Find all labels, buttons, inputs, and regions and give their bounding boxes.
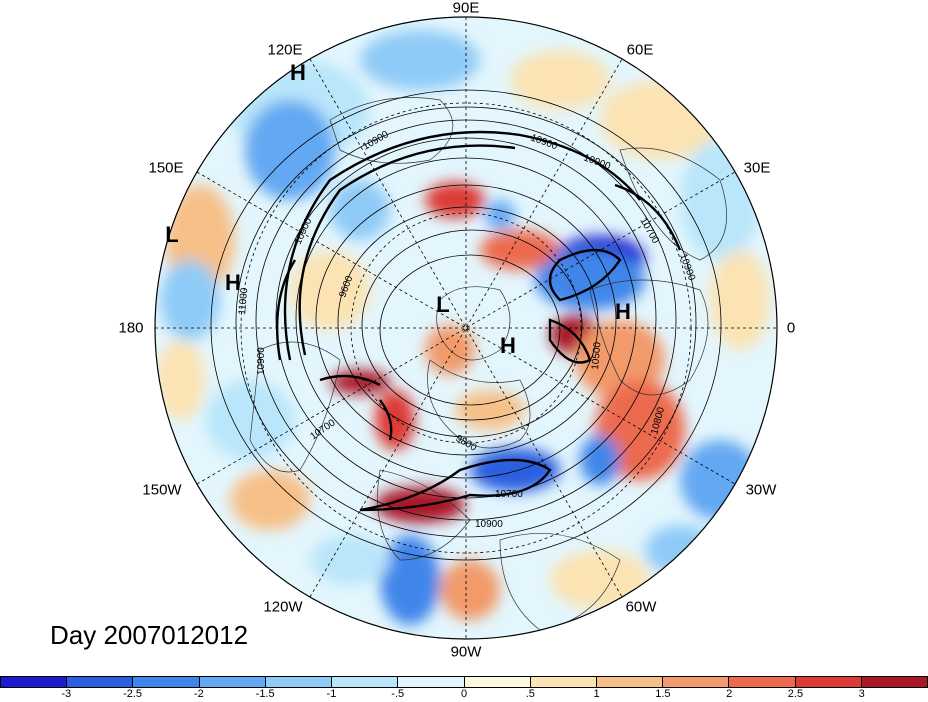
contour-label: 11000 <box>237 287 250 315</box>
pressure-center-low: L <box>165 222 179 247</box>
graticule <box>155 17 777 639</box>
pressure-center-high: H <box>225 270 241 295</box>
lon-label-120e: 120E <box>267 41 303 59</box>
colorbar-swatch <box>1 677 68 687</box>
map-boundary <box>154 16 778 640</box>
anomaly-field <box>155 17 777 639</box>
contour-label: 10900 <box>256 347 267 375</box>
colorbar-swatch <box>199 677 266 687</box>
colorbar-tick-label: .5 <box>525 688 535 700</box>
lon-label-30e: 30E <box>743 159 771 177</box>
colorbar-swatch <box>530 677 597 687</box>
pressure-center-high: H <box>290 60 306 85</box>
jet-isotachs <box>275 130 682 512</box>
colorbar-tick-label: -2.5 <box>123 688 143 700</box>
colorbar-tick-label: -3 <box>61 688 72 700</box>
colorbar <box>0 676 928 688</box>
colorbar-swatch <box>67 677 134 687</box>
colorbar-tick-label: -.5 <box>391 688 405 700</box>
lon-label-150e: 150E <box>148 159 184 177</box>
colorbar-tick-label: 0 <box>460 688 468 700</box>
lon-label-120w: 120W <box>263 598 303 616</box>
lon-label-90e: 90E <box>452 0 480 17</box>
pressure-center-high: H <box>615 299 631 324</box>
colorbar-tick-label: 3 <box>858 688 865 700</box>
colorbar-tick-label: -1.5 <box>255 688 275 700</box>
colorbar-swatch <box>861 677 928 687</box>
contour-label: 10700 <box>495 489 523 500</box>
lon-label-180: 180 <box>118 319 144 337</box>
colorbar-swatch <box>596 677 664 687</box>
colorbar-swatch <box>795 677 862 687</box>
contour-label: 10500 <box>590 341 603 370</box>
colorbar-swatch <box>265 677 333 687</box>
pressure-center-high: H <box>500 333 516 358</box>
colorbar-swatch <box>663 677 730 687</box>
colorbar-swatch <box>464 677 531 687</box>
coastlines <box>249 97 727 631</box>
colorbar-swatch <box>332 677 399 687</box>
lon-label-150w: 150W <box>142 481 182 499</box>
lon-label-60w: 60W <box>625 598 657 616</box>
lon-label-0: 0 <box>786 319 796 337</box>
lon-label-60e: 60E <box>626 41 654 59</box>
colorbar-tick-label: 2 <box>726 688 733 700</box>
colorbar-tick-label: 1.5 <box>655 688 671 700</box>
colorbar-tick-label: 2.5 <box>787 688 804 700</box>
colorbar-swatch <box>133 677 200 687</box>
colorbar-tick-label: -1 <box>326 688 337 700</box>
colorbar-tick-label: 1 <box>593 688 600 700</box>
lon-label-30w: 30W <box>745 481 777 499</box>
contour-label: 10900 <box>475 519 503 530</box>
lon-label-90w: 90W <box>450 643 482 661</box>
pressure-center-low: L <box>436 292 450 317</box>
map-title: Day 2007012012 <box>50 620 249 650</box>
colorbar-swatch <box>729 677 796 687</box>
colorbar-tick-label: -2 <box>193 688 204 700</box>
colorbar-swatch <box>398 677 465 687</box>
